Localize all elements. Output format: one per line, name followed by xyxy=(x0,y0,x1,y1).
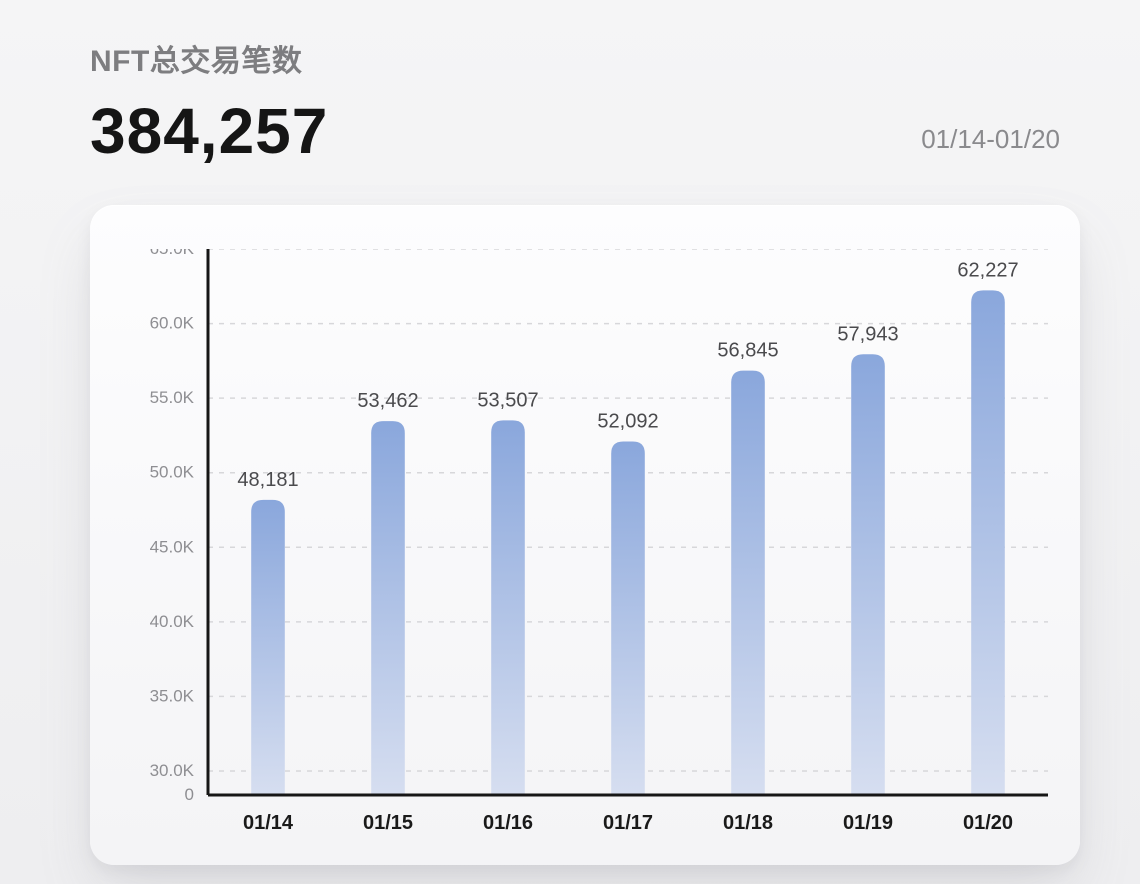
x-tick-label: 01/15 xyxy=(363,812,413,834)
bar xyxy=(611,442,645,795)
x-tick-label: 01/19 xyxy=(843,812,893,834)
bar-chart: 0 30.0K 35.0K 40.0K 45.0K 50.0K 55.0K 60.0K 65.0… xyxy=(108,249,1062,855)
bar-value-label: 48,181 xyxy=(237,469,298,491)
total-number: 384,257 xyxy=(90,98,328,165)
bar-value-label: 53,507 xyxy=(477,390,538,412)
bar xyxy=(851,354,885,795)
y-tick-label: 30.0K xyxy=(150,761,195,780)
x-tick-label: 01/14 xyxy=(243,812,294,834)
x-tick-label: 01/20 xyxy=(963,812,1013,834)
bar xyxy=(731,371,765,795)
y-tick-label: 60.0K xyxy=(150,314,195,333)
x-tick-label: 01/16 xyxy=(483,812,533,834)
bar xyxy=(971,291,1005,796)
container: NFT总交易笔数 384,257 01/14-01/20 0 30.0K 35.0K… xyxy=(0,0,1140,884)
y-tick-label: 50.0K xyxy=(150,463,195,482)
x-tick-label: 01/17 xyxy=(603,812,653,834)
bar-value-label: 57,943 xyxy=(837,323,898,345)
bar xyxy=(491,421,525,796)
bar-value-label: 62,227 xyxy=(957,260,1018,282)
bar-value-label: 53,462 xyxy=(357,390,418,412)
y-tick-label: 0 xyxy=(185,785,194,804)
bar-value-label: 56,845 xyxy=(717,340,778,362)
header-left: NFT总交易笔数 384,257 xyxy=(90,36,328,165)
y-tick-label: 45.0K xyxy=(150,537,195,556)
date-range: 01/14-01/20 xyxy=(921,124,1060,165)
x-tick-label: 01/18 xyxy=(723,812,773,834)
y-tick-label: 65.0K xyxy=(150,249,195,258)
chart-svg: 0 30.0K 35.0K 40.0K 45.0K 50.0K 55.0K 60.0K 65.0… xyxy=(108,249,1062,855)
bar xyxy=(251,500,285,795)
bar-value-label: 52,092 xyxy=(597,411,658,433)
bar xyxy=(371,421,405,795)
chart-card: 0 30.0K 35.0K 40.0K 45.0K 50.0K 55.0K 60.0K 65.0… xyxy=(90,205,1080,865)
y-tick-label: 35.0K xyxy=(150,687,195,706)
y-tick-label: 55.0K xyxy=(150,388,195,407)
header: NFT总交易笔数 384,257 01/14-01/20 xyxy=(90,36,1060,165)
chart-title: NFT总交易笔数 xyxy=(90,36,328,80)
y-tick-label: 40.0K xyxy=(150,612,195,631)
